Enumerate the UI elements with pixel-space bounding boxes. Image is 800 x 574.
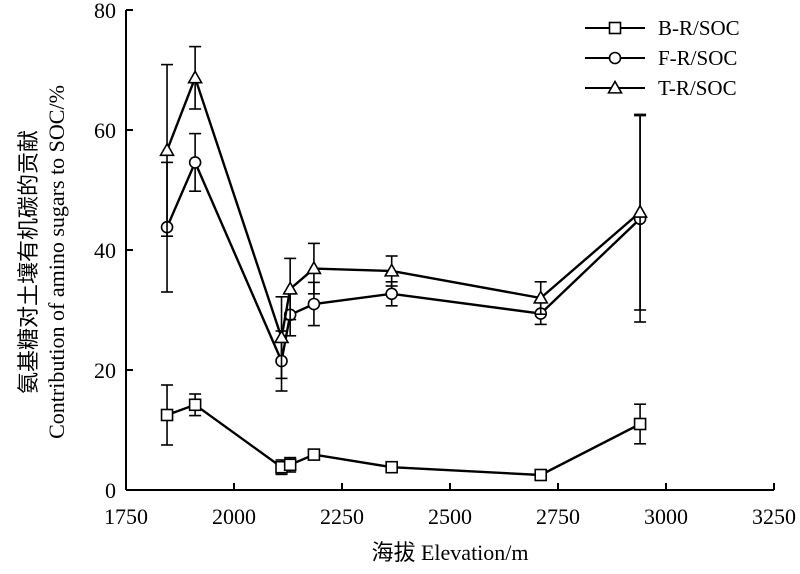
y-axis-title-group: 氨基糖对土壤有机碳的贡献 <box>16 130 41 394</box>
legend-label: F-R/SOC <box>658 46 737 70</box>
y-tick-label: 60 <box>94 118 116 143</box>
data-point <box>534 468 548 482</box>
series-line <box>166 403 641 477</box>
data-point <box>632 204 648 218</box>
ticks: 1750 2000 2250 2500 2750 3000 3250 0 20 40 60 80 <box>94 0 796 529</box>
series-f-r-soc <box>160 114 647 392</box>
y-axis-title-en-group: Contribution of amino sugars to SOC/% <box>44 85 69 439</box>
data-point <box>383 262 400 277</box>
data-point <box>159 142 175 157</box>
data-point <box>633 417 647 431</box>
legend-label: B-R/SOC <box>658 16 740 40</box>
data-point <box>188 156 202 169</box>
data-point <box>385 287 398 301</box>
data-point <box>160 408 174 422</box>
data-point <box>307 297 321 311</box>
data-point <box>273 329 290 344</box>
y-tick-label: 40 <box>94 238 116 263</box>
series-layer <box>159 45 648 482</box>
x-tick-label: 2250 <box>320 504 364 529</box>
x-tick-label: 3000 <box>644 504 688 529</box>
y-tick-label: 80 <box>94 0 116 23</box>
legend-label: T-R/SOC <box>658 76 737 100</box>
data-point <box>532 289 549 304</box>
x-tick-label: 2500 <box>428 504 472 529</box>
y-tick-label: 20 <box>94 358 116 383</box>
data-point <box>282 280 299 295</box>
data-point <box>188 398 202 412</box>
x-tick-label: 1750 <box>104 504 148 529</box>
x-axis-title: 海拔 Elevation/m <box>371 540 528 565</box>
data-point <box>187 69 203 84</box>
series-line <box>165 74 641 338</box>
data-point <box>307 448 321 461</box>
data-point <box>385 460 398 474</box>
x-tick-label: 3250 <box>752 504 796 529</box>
y-axis-title-cn: 氨基糖对土壤有机碳的贡献 <box>16 130 41 394</box>
legend: B-R/SOC F-R/SOC T-R/SOC <box>585 16 740 100</box>
legend-marker <box>608 51 622 65</box>
series-b-r-soc <box>160 384 647 482</box>
x-tick-label: 2000 <box>212 504 256 529</box>
series-t-r-soc <box>159 45 648 380</box>
legend-marker <box>608 21 622 35</box>
legend-marker <box>607 79 623 94</box>
y-tick-label: 0 <box>105 478 116 503</box>
y-axis-title-en: Contribution of amino sugars to SOC/% <box>44 85 69 439</box>
x-tick-label: 2750 <box>536 504 580 529</box>
series-line <box>165 159 641 366</box>
data-point <box>306 260 322 275</box>
data-point <box>283 458 297 472</box>
